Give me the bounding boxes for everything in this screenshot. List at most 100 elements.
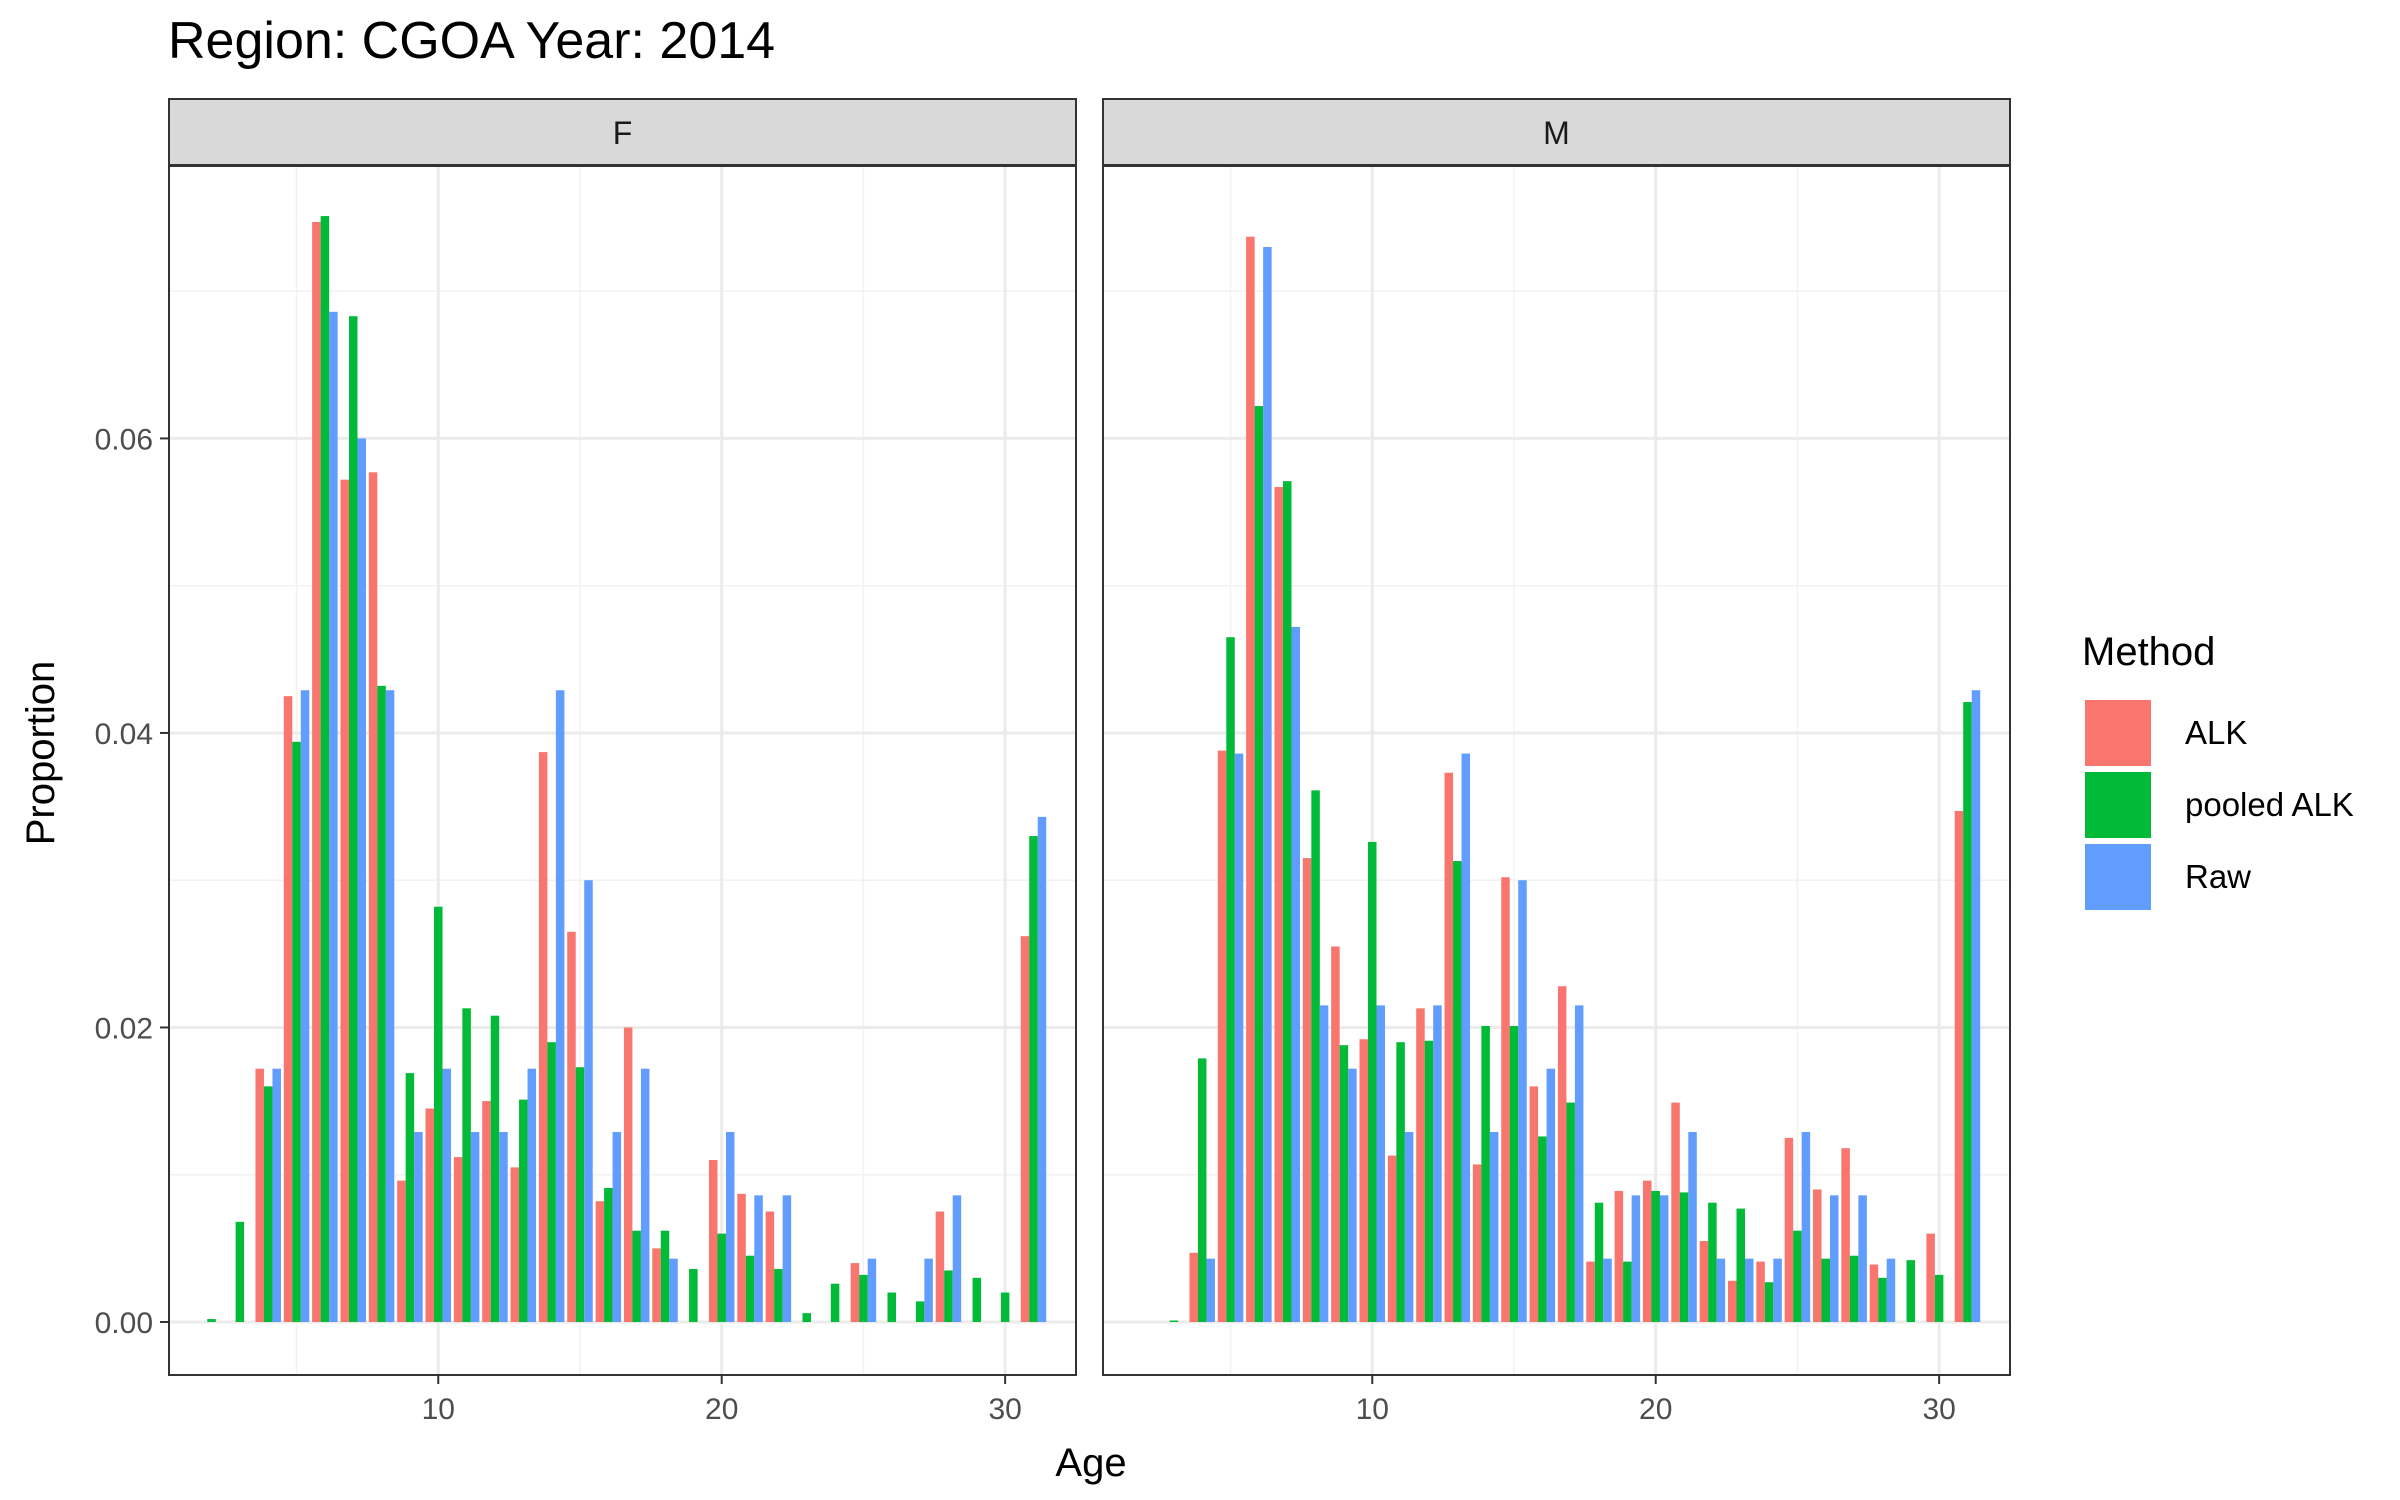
bar-M-Raw-age-20 — [1659, 1195, 1669, 1322]
bar-M-Raw-age-21 — [1688, 1132, 1697, 1322]
bar-M-pooled-ALK-age-8 — [1311, 790, 1320, 1322]
bar-F-Raw-age-28 — [952, 1195, 962, 1322]
bar-F-pooled-ALK-age-30 — [1000, 1292, 1010, 1322]
x-axis-title: Age — [1055, 1441, 1126, 1485]
bar-F-pooled-ALK-age-12 — [490, 1015, 500, 1322]
bar-M-ALK-age-21 — [1671, 1102, 1680, 1322]
bar-F-pooled-ALK-age-17 — [632, 1230, 641, 1322]
bar-F-Raw-age-25 — [867, 1258, 877, 1322]
bar-M-Raw-age-27 — [1858, 1195, 1867, 1322]
bar-M-pooled-ALK-age-20 — [1651, 1190, 1660, 1322]
legend-key-ALK — [2085, 700, 2151, 766]
bar-F-pooled-ALK-age-13 — [519, 1099, 528, 1322]
bar-M-Raw-age-24 — [1773, 1258, 1782, 1322]
bar-M-Raw-age-22 — [1716, 1258, 1726, 1322]
bar-F-Raw-age-9 — [414, 1132, 423, 1322]
bar-M-Raw-age-10 — [1376, 1005, 1386, 1322]
bar-M-ALK-age-15 — [1501, 877, 1510, 1322]
bar-M-ALK-age-16 — [1529, 1086, 1539, 1322]
bar-F-pooled-ALK-age-16 — [604, 1187, 613, 1322]
legend-title: Method — [2082, 630, 2215, 674]
bar-F-ALK-age-9 — [397, 1180, 406, 1322]
bar-F-pooled-ALK-age-6 — [320, 216, 330, 1322]
bar-F-pooled-ALK-age-20 — [717, 1233, 726, 1322]
bar-F-Raw-age-12 — [499, 1132, 508, 1322]
bar-F-pooled-ALK-age-5 — [292, 741, 301, 1322]
x-tick-label: 30 — [1922, 1393, 1955, 1426]
bar-F-pooled-ALK-age-18 — [660, 1230, 670, 1322]
bar-F-ALK-age-15 — [567, 931, 576, 1322]
facet-strip — [168, 98, 1077, 166]
bar-M-ALK-age-14 — [1472, 1164, 1482, 1322]
bar-F-ALK-age-25 — [850, 1263, 860, 1322]
bar-M-pooled-ALK-age-7 — [1282, 481, 1292, 1322]
bar-F-ALK-age-18 — [652, 1248, 661, 1322]
bar-F-pooled-ALK-age-11 — [462, 1008, 471, 1322]
bar-M-pooled-ALK-age-9 — [1339, 1045, 1349, 1322]
bar-M-Raw-age-19 — [1631, 1195, 1641, 1322]
bar-F-Raw-age-17 — [640, 1068, 650, 1322]
bar-M-ALK-age-25 — [1784, 1137, 1794, 1322]
bar-M-Raw-age-12 — [1433, 1005, 1442, 1322]
bar-M-pooled-ALK-age-13 — [1453, 861, 1462, 1322]
bar-M-Raw-age-5 — [1234, 753, 1244, 1322]
bar-F-Raw-age-21 — [754, 1195, 763, 1322]
facet-strip-label: F — [613, 115, 633, 151]
bar-M-pooled-ALK-age-10 — [1368, 841, 1377, 1322]
bar-M-Raw-age-9 — [1348, 1068, 1357, 1322]
bar-F-Raw-age-31 — [1037, 816, 1047, 1322]
bar-M-Raw-age-28 — [1886, 1258, 1896, 1322]
bar-F-ALK-age-21 — [737, 1193, 746, 1322]
bar-M-pooled-ALK-age-23 — [1736, 1208, 1745, 1322]
bar-F-pooled-ALK-age-2 — [207, 1319, 216, 1322]
y-tick-label: 0.06 — [95, 423, 153, 456]
bar-F-ALK-age-12 — [482, 1101, 491, 1322]
bar-F-pooled-ALK-age-31 — [1029, 836, 1038, 1322]
bar-M-pooled-ALK-age-16 — [1538, 1136, 1547, 1322]
bar-M-ALK-age-10 — [1359, 1039, 1369, 1322]
bar-F-Raw-age-4 — [272, 1068, 281, 1322]
bar-M-pooled-ALK-age-30 — [1934, 1274, 1944, 1322]
bar-M-ALK-age-11 — [1387, 1155, 1397, 1322]
bar-M-Raw-age-6 — [1263, 246, 1272, 1322]
bar-F-pooled-ALK-age-25 — [859, 1274, 868, 1322]
bar-M-pooled-ALK-age-17 — [1566, 1102, 1575, 1322]
bar-F-ALK-age-31 — [1020, 936, 1030, 1322]
bar-F-Raw-age-8 — [385, 690, 395, 1322]
bar-F-pooled-ALK-age-21 — [745, 1255, 755, 1322]
legend-label-pooled-ALK: pooled ALK — [2185, 786, 2354, 823]
bar-M-Raw-age-18 — [1603, 1258, 1612, 1322]
bar-F-Raw-age-20 — [725, 1132, 735, 1322]
bar-F-Raw-age-15 — [584, 880, 593, 1322]
bar-M-ALK-age-9 — [1331, 946, 1340, 1322]
bar-F-pooled-ALK-age-24 — [830, 1283, 840, 1322]
bar-F-Raw-age-27 — [924, 1258, 933, 1322]
bar-M-pooled-ALK-age-19 — [1623, 1261, 1632, 1322]
bar-M-pooled-ALK-age-15 — [1509, 1025, 1519, 1322]
bar-F-ALK-age-14 — [538, 752, 548, 1322]
bar-M-ALK-age-8 — [1302, 858, 1312, 1322]
y-axis-title: Proportion — [19, 661, 63, 846]
bar-F-ALK-age-17 — [623, 1027, 633, 1322]
bar-M-pooled-ALK-age-3 — [1169, 1320, 1179, 1322]
bar-M-Raw-age-14 — [1489, 1132, 1499, 1322]
legend: Method ALK pooled ALK Raw — [2082, 630, 2354, 910]
bar-F-ALK-age-13 — [510, 1167, 520, 1322]
facet-panels: F 10 20 30 M 10 20 30 0.00 0.02 0.04 0.06 — [95, 98, 2011, 1426]
bar-F-pooled-ALK-age-4 — [263, 1086, 273, 1322]
legend-label-ALK: ALK — [2185, 714, 2247, 751]
bar-M-pooled-ALK-age-18 — [1594, 1202, 1604, 1322]
bar-M-ALK-age-30 — [1926, 1233, 1935, 1322]
bar-F-pooled-ALK-age-9 — [405, 1073, 415, 1322]
bar-M-ALK-age-31 — [1954, 810, 1964, 1322]
facet-strip-label: M — [1543, 115, 1570, 151]
bar-F-pooled-ALK-age-10 — [434, 906, 443, 1322]
bar-F-ALK-age-28 — [935, 1211, 945, 1322]
bar-M-ALK-age-28 — [1869, 1264, 1879, 1322]
chart-title: Region: CGOA Year: 2014 — [168, 12, 775, 70]
bar-M-Raw-age-25 — [1801, 1132, 1811, 1322]
bar-F-Raw-age-22 — [782, 1195, 792, 1322]
bar-M-pooled-ALK-age-4 — [1197, 1058, 1207, 1322]
bar-M-ALK-age-4 — [1189, 1252, 1198, 1322]
